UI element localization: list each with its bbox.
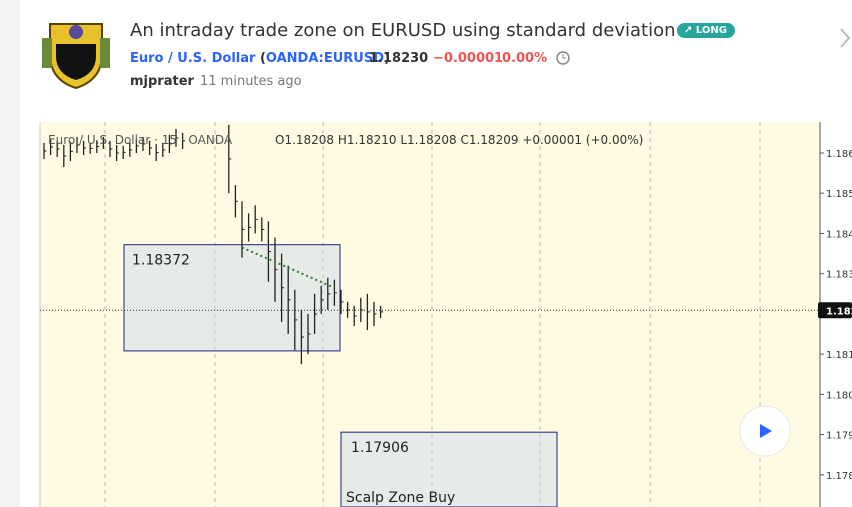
author[interactable]: mjprater — [130, 74, 194, 89]
trend-line — [241, 246, 335, 289]
last-price-badge — [818, 302, 852, 319]
zone-box — [123, 244, 341, 352]
side-panel — [0, 0, 20, 507]
y-tick-label: 1.184 — [826, 229, 852, 240]
author-logo — [42, 23, 110, 90]
y-tick-label: 1.180 — [826, 390, 852, 401]
y-tick-label: 1.186 — [826, 149, 852, 160]
alert-icon[interactable] — [554, 48, 574, 68]
change: −0.00001 — [433, 51, 504, 66]
symbol-code[interactable]: OANDA:EURUSD — [265, 51, 384, 66]
price: 1.18230 — [369, 51, 429, 66]
legend-ohlc: O1.18208 H1.18210 L1.18208 C1.18209 +0.0… — [275, 133, 643, 147]
badge-text: LONG — [695, 25, 727, 36]
zone-price: 1.17906 — [351, 440, 409, 456]
y-tick-label: 1.183 — [826, 270, 852, 281]
legend-symbol: Euro / U.S. Dollar · 15 · OANDA — [48, 133, 233, 147]
idea-title[interactable]: An intraday trade zone on EURUSD using s… — [130, 20, 676, 41]
play-button[interactable] — [739, 405, 791, 457]
chart-bg — [40, 122, 820, 507]
next-arrow[interactable] — [838, 26, 852, 50]
long-badge: ↗ LONG — [677, 23, 735, 38]
y-tick-label: 1.179 — [826, 431, 852, 442]
zone-price: 1.18372 — [132, 253, 190, 269]
y-tick-label: 1.181 — [826, 350, 852, 361]
plot: 1.18372 1.17906 Scalp Zone Buy — [40, 124, 820, 507]
change-pct: 0.00% — [502, 51, 548, 66]
symbol[interactable]: Euro / U.S. Dollar (OANDA:EURUSD) — [130, 51, 390, 66]
zone-name: Scalp Zone Buy — [346, 490, 455, 506]
y-tick-label: 1.178 — [826, 471, 852, 482]
y-tick-label: 1.185 — [826, 189, 852, 200]
time-ago: 11 minutes ago — [200, 74, 302, 89]
symbol-name[interactable]: Euro / U.S. Dollar — [130, 51, 256, 66]
time-grid — [104, 122, 761, 507]
zone-box — [340, 431, 558, 507]
last-price-label: 1.182 — [826, 306, 852, 317]
